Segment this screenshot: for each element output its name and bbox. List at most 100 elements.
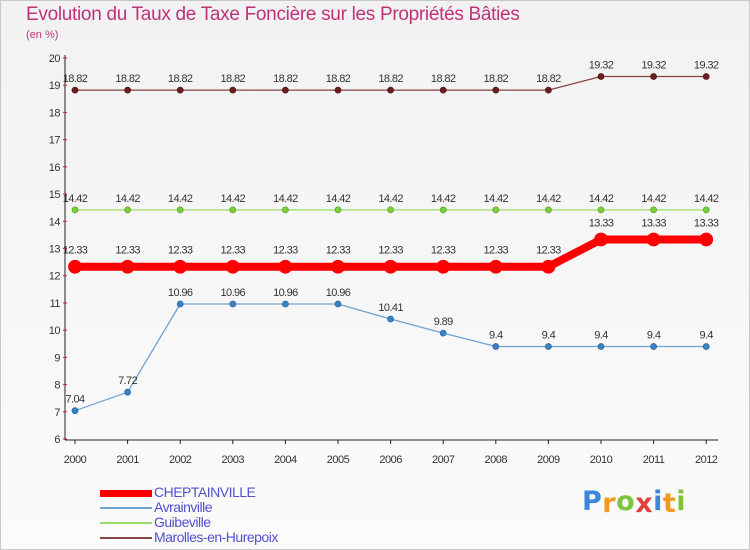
data-label: 12.33	[536, 245, 561, 257]
x-tick-label: 2008	[485, 454, 508, 466]
data-label: 14.42	[221, 193, 246, 205]
data-point	[124, 86, 131, 94]
data-point	[699, 232, 714, 247]
data-point	[278, 259, 293, 274]
data-label: 12.33	[484, 245, 509, 257]
x-tick-label: 2003	[222, 454, 245, 466]
data-point	[545, 343, 552, 350]
legend-swatch	[100, 522, 152, 524]
data-point	[334, 206, 342, 214]
data-point	[492, 343, 500, 350]
data-point	[439, 329, 447, 337]
data-label: 9.4	[542, 329, 556, 341]
data-point	[176, 206, 184, 214]
proxiti-logo: Proxiti	[582, 486, 687, 519]
data-label: 14.42	[431, 193, 456, 205]
data-point	[492, 206, 500, 214]
legend-label: Guibeville	[154, 514, 211, 530]
logo-letter: t	[662, 488, 677, 519]
data-label: 12.33	[63, 245, 88, 257]
logo-letter: o	[616, 486, 636, 517]
data-point	[281, 300, 289, 308]
data-label: 12.33	[273, 245, 298, 257]
data-label: 18.82	[168, 73, 193, 85]
data-label: 12.33	[221, 245, 246, 257]
data-label: 10.96	[273, 287, 298, 299]
data-point	[176, 86, 184, 94]
data-label: 7.72	[118, 375, 137, 387]
data-label: 18.82	[484, 73, 509, 85]
data-label: 12.33	[115, 245, 140, 257]
y-tick-label: 16	[49, 162, 61, 174]
data-label: 18.82	[273, 73, 298, 85]
data-point	[229, 206, 237, 214]
data-point	[545, 206, 552, 214]
data-point	[71, 86, 79, 94]
data-label: 19.32	[694, 60, 719, 72]
logo-letter: i	[653, 486, 663, 517]
data-label: 14.42	[168, 193, 193, 205]
data-label: 7.04	[65, 394, 84, 406]
data-label: 9.89	[434, 316, 453, 328]
x-tick-label: 2007	[432, 454, 455, 466]
chart-subtitle: (en %)	[26, 29, 59, 41]
data-label: 18.82	[63, 73, 88, 85]
legend-swatch	[100, 537, 152, 539]
data-label: 14.42	[273, 193, 298, 205]
logo-letter: i	[676, 486, 687, 517]
data-point	[281, 206, 289, 214]
data-point	[387, 86, 395, 94]
y-tick-label: 7	[54, 407, 60, 419]
data-label: 14.42	[115, 193, 140, 205]
data-label: 14.42	[694, 193, 719, 205]
data-label: 12.33	[378, 245, 403, 257]
data-label: 12.33	[326, 245, 351, 257]
data-point	[229, 300, 237, 308]
data-point	[492, 86, 500, 94]
data-label: 14.42	[484, 193, 509, 205]
data-point	[229, 86, 237, 94]
data-label: 18.82	[536, 73, 561, 85]
data-point	[334, 86, 342, 94]
data-point	[383, 259, 398, 274]
data-label: 18.82	[115, 73, 140, 85]
data-point	[545, 86, 552, 94]
y-tick-label: 14	[49, 216, 61, 228]
data-point	[597, 206, 605, 214]
data-point	[650, 206, 657, 214]
data-label: 9.4	[489, 329, 503, 341]
x-tick-label: 2000	[64, 454, 87, 466]
y-tick-label: 8	[54, 380, 60, 392]
data-label: 14.42	[641, 193, 666, 205]
data-point	[124, 206, 131, 214]
data-point	[334, 300, 342, 308]
data-point	[439, 86, 447, 94]
data-label: 13.33	[694, 218, 719, 230]
x-tick-label: 2010	[590, 454, 613, 466]
logo-letter: x	[635, 488, 654, 519]
data-label: 14.42	[589, 193, 614, 205]
data-point	[488, 259, 503, 274]
data-label: 10.96	[168, 287, 193, 299]
data-point	[68, 259, 82, 274]
data-point	[597, 73, 605, 80]
x-tick-label: 2005	[327, 454, 350, 466]
data-label: 18.82	[326, 73, 351, 85]
data-point	[439, 206, 447, 214]
y-tick-label: 20	[49, 53, 61, 65]
data-point	[331, 259, 345, 274]
x-tick-label: 2001	[116, 454, 139, 466]
data-label: 14.42	[536, 193, 561, 205]
y-tick-label: 13	[49, 244, 61, 256]
data-label: 18.82	[378, 73, 403, 85]
data-label: 13.33	[589, 218, 614, 230]
data-point	[281, 86, 289, 94]
data-label: 12.33	[431, 245, 456, 257]
data-point	[541, 259, 556, 274]
data-point	[650, 343, 657, 350]
y-tick-label: 19	[49, 80, 61, 92]
x-tick-label: 2004	[274, 454, 297, 466]
data-label: 19.32	[641, 60, 666, 72]
x-tick-label: 2009	[537, 454, 560, 466]
y-tick-label: 11	[50, 298, 61, 310]
